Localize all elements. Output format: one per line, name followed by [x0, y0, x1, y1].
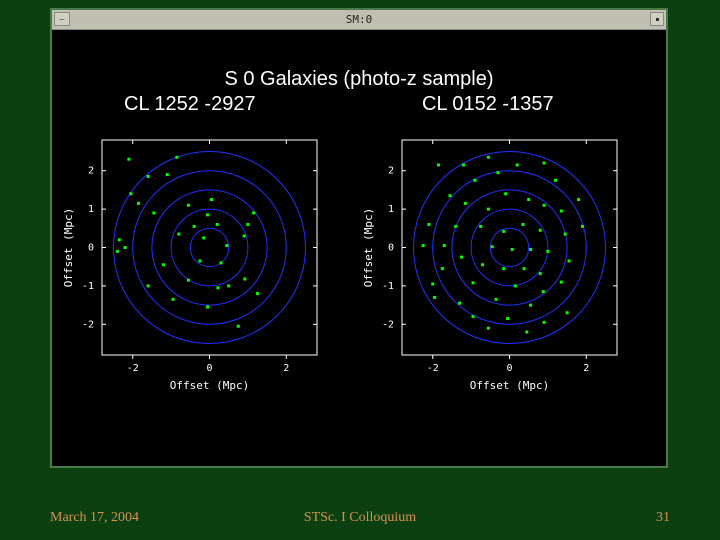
- svg-text:Offset (Mpc): Offset (Mpc): [362, 208, 375, 287]
- svg-text:-2: -2: [427, 363, 439, 374]
- svg-text:2: 2: [88, 166, 94, 177]
- svg-text:1: 1: [88, 204, 94, 215]
- minimize-button[interactable]: –: [54, 12, 70, 26]
- svg-text:0: 0: [88, 243, 94, 254]
- svg-text:-1: -1: [382, 281, 394, 292]
- footer-page: 31: [656, 510, 670, 526]
- scatter-charts: -2 0 2 -2 -1 0 1 2 Offset (Mpc) Offset (Mpc) -2 0 2 -…: [52, 130, 666, 440]
- scatter-svg: -2 0 2 -2 -1 0 1 2 Offset (Mpc) Offset (Mpc) -2 0 2 -…: [52, 130, 666, 440]
- footer-venue: STSc. I Colloquium: [0, 510, 720, 526]
- window-titlebar: – SM:0: [52, 10, 666, 30]
- svg-text:1: 1: [388, 204, 394, 215]
- svg-text:-1: -1: [82, 281, 94, 292]
- svg-text:2: 2: [583, 363, 589, 374]
- svg-text:-2: -2: [127, 363, 139, 374]
- svg-text:-2: -2: [382, 319, 394, 330]
- svg-text:Offset (Mpc): Offset (Mpc): [470, 379, 549, 392]
- right-cluster-label: CL 0152 -1357: [422, 93, 554, 116]
- plot-window: – SM:0 S 0 Galaxies (photo-z sample) CL …: [50, 8, 668, 468]
- svg-text:0: 0: [206, 363, 212, 374]
- svg-text:Offset (Mpc): Offset (Mpc): [62, 208, 75, 287]
- slide-title: S 0 Galaxies (photo-z sample): [52, 68, 666, 91]
- svg-text:0: 0: [506, 363, 512, 374]
- svg-text:2: 2: [283, 363, 289, 374]
- window-menu-button[interactable]: [650, 12, 664, 26]
- svg-text:0: 0: [388, 243, 394, 254]
- svg-text:-2: -2: [82, 319, 94, 330]
- slide-footer: March 17, 2004 STSc. I Colloquium 31: [0, 510, 720, 530]
- svg-text:Offset (Mpc): Offset (Mpc): [170, 379, 249, 392]
- left-cluster-label: CL 1252 -2927: [124, 93, 256, 116]
- minimize-icon: –: [60, 14, 65, 25]
- window-title: SM:0: [346, 13, 373, 26]
- plot-area: S 0 Galaxies (photo-z sample) CL 1252 -2…: [52, 30, 666, 466]
- svg-text:2: 2: [388, 166, 394, 177]
